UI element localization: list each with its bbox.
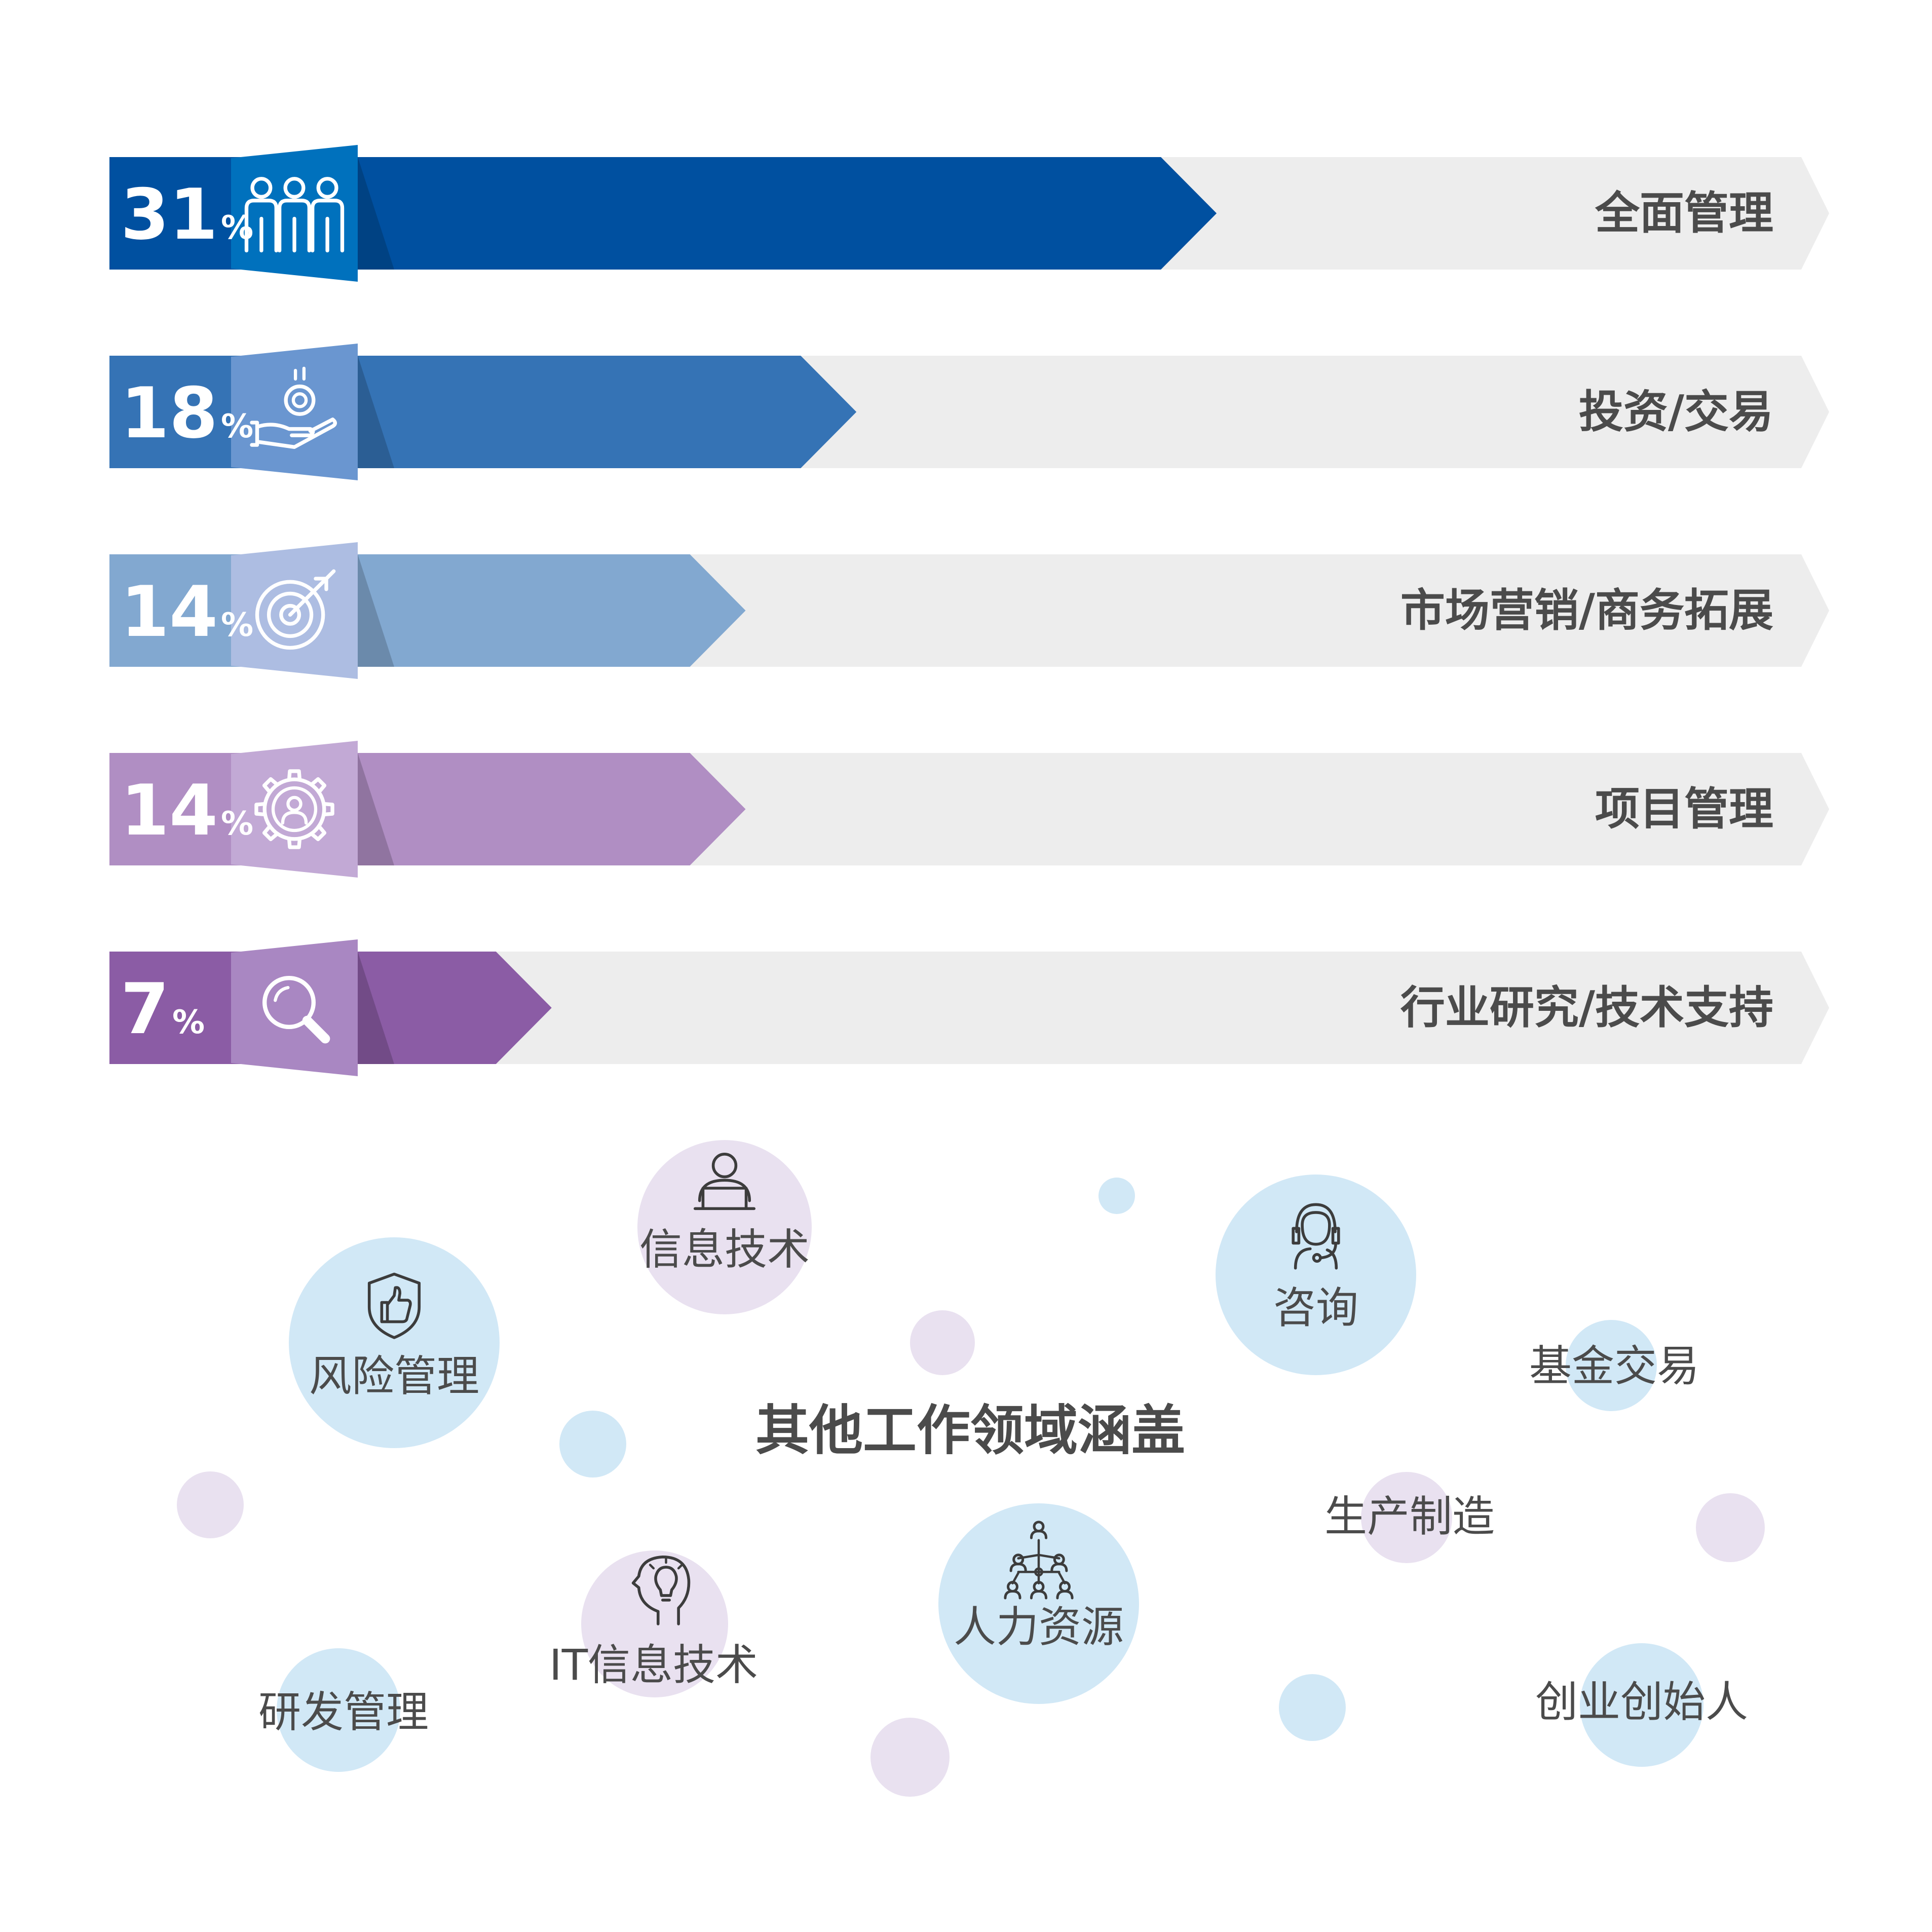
decorative-dot [910,1310,975,1375]
field-label: 生产制造 [1324,1492,1495,1541]
shield-thumb-icon [367,1272,421,1339]
bar-row: 14% 项目管理 [109,741,1829,878]
bar-fold-shadow [358,753,394,865]
field-circle [1580,1643,1703,1767]
field-circle [289,1237,500,1448]
bar-row: 18% 投资/交易 [109,344,1829,480]
bar-chart: 31% 全面管理 18% 投资/交易 14% 市场营销/商务拓展 14% 项目管理 7% 行业研究… [109,145,1829,1076]
bar-fill [109,157,1217,270]
field-bubble: 基金交易 [1529,1320,1699,1411]
decorative-dot [1279,1674,1346,1741]
bar-fold-shadow [358,157,394,270]
field-label: 信息技术 [639,1225,810,1274]
decorative-dot [177,1471,244,1538]
bar-category-label: 项目管理 [1595,783,1773,835]
field-label: 人力资源 [954,1602,1124,1652]
headset-agent-icon [1292,1203,1340,1270]
field-bubble: 生产制造 [1324,1472,1495,1563]
field-bubble: 创业创始人 [1535,1643,1748,1767]
field-circle [1361,1472,1452,1563]
bar-category-label: 全面管理 [1595,187,1773,239]
bar-category-label: 行业研究/技术支持 [1400,981,1773,1034]
head-bulb-icon [631,1555,691,1625]
field-label: 风险管理 [309,1351,479,1401]
bar-row: 14% 市场营销/商务拓展 [109,542,1829,679]
section-title: 其他工作领域涵盖 [755,1399,1185,1462]
bar-category-label: 市场营销/商务拓展 [1400,584,1773,636]
field-bubble: 信息技术 [637,1140,812,1314]
decorative-dot [1696,1493,1765,1562]
field-label: 创业创始人 [1535,1677,1748,1727]
hand-coin-icon [250,366,337,449]
people-network-icon [1004,1521,1074,1600]
bar-row: 7% 行业研究/技术支持 [109,939,1829,1076]
decorative-dot [559,1411,626,1478]
bar-value-label: 7% [121,968,205,1050]
gear-person-icon [254,769,334,849]
bar-value-label: 18% [121,372,253,454]
field-label: 研发管理 [258,1687,429,1737]
bar-category-label: 投资/交易 [1579,386,1773,438]
bar-row: 31% 全面管理 [109,145,1829,282]
field-circle [277,1648,400,1772]
field-circle [938,1503,1139,1704]
target-icon [255,569,336,650]
field-label: IT信息技术 [549,1640,758,1690]
bar-fold-shadow [358,356,394,468]
field-bubble: IT信息技术 [549,1550,758,1697]
bar-value-label: 31% [121,174,253,255]
field-bubble: 人力资源 [938,1503,1139,1704]
field-bubble: 风险管理 [289,1237,500,1448]
people-group-icon [244,177,345,253]
person-laptop-icon [693,1152,756,1210]
bar-track [109,952,1829,1064]
decorative-dot [1098,1178,1135,1214]
field-bubble: 研发管理 [258,1648,429,1772]
field-circle [1216,1175,1416,1375]
magnifier-icon [262,976,330,1044]
field-circle [581,1550,728,1697]
bar-fold-shadow [358,952,394,1064]
field-label: 咨询 [1273,1283,1358,1333]
field-circle [637,1140,812,1314]
field-bubble: 咨询 [1216,1175,1416,1375]
field-label: 基金交易 [1529,1341,1699,1391]
bar-fold-shadow [358,554,394,667]
bar-value-label: 14% [121,571,253,653]
bar-value-label: 14% [121,770,253,851]
decorative-dot [870,1718,950,1797]
bar-icon-tab [231,939,358,1076]
field-circle [1566,1320,1657,1411]
